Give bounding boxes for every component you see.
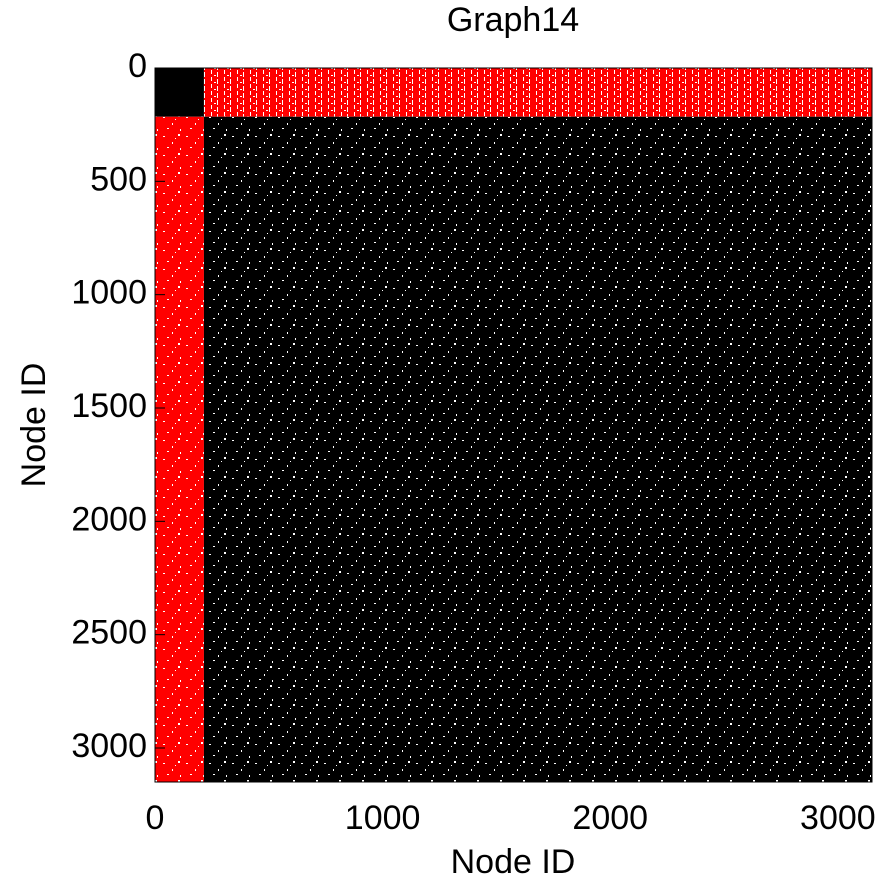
chart-title: Graph14 [447,1,579,39]
y-tick-label: 2500 [71,614,147,652]
x-axis-label: Node ID [451,843,576,881]
y-tick-label: 500 [90,160,147,198]
block-texture [203,68,872,117]
y-tick-label: 3000 [71,727,147,765]
x-tick-label: 3000 [800,799,876,837]
y-tick-label: 2000 [71,500,147,538]
block-texture [155,116,204,782]
x-tick-label: 1000 [345,799,421,837]
y-tick-label: 1000 [71,274,147,312]
y-tick-label: 0 [128,47,147,85]
y-axis-label: Node ID [15,363,53,488]
block-texture [203,116,872,782]
x-tick-label: 0 [146,799,165,837]
plot-frame [154,67,873,783]
x-tick-label: 2000 [572,799,648,837]
y-tick-label: 1500 [71,387,147,425]
matrix-block [155,68,204,117]
